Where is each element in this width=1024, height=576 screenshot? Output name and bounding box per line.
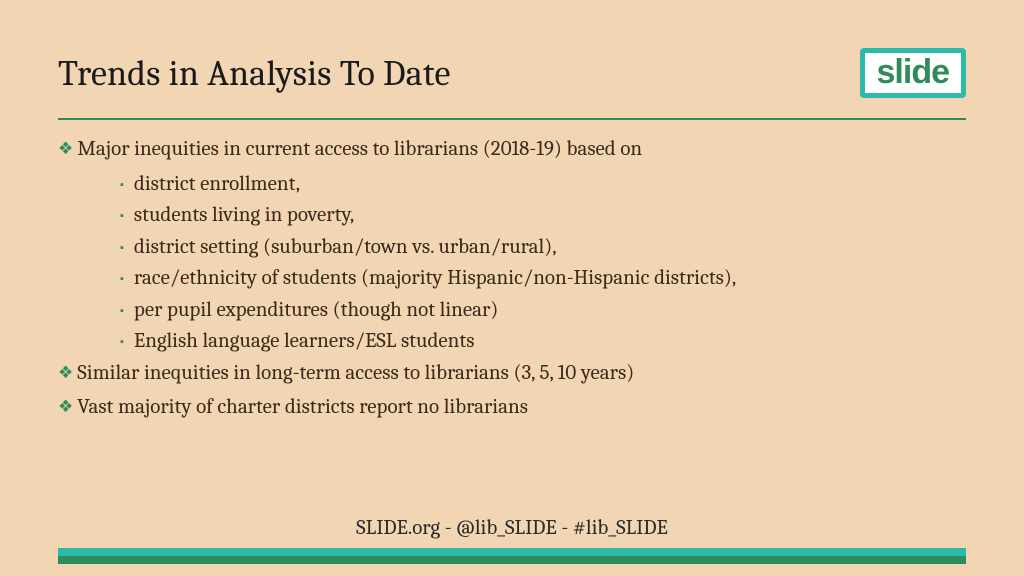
bullet-text: race/ethnicity of students (majority His… — [134, 263, 736, 295]
diamond-bullet-icon: ❖ — [58, 134, 73, 165]
bullet-text: students living in poverty, — [134, 200, 354, 232]
title-underline — [58, 118, 966, 120]
bullet-text: Vast majority of charter districts repor… — [77, 392, 528, 424]
square-bullet-icon: ▪ — [120, 295, 124, 326]
bullet-level1: ❖ Similar inequities in long-term access… — [58, 358, 966, 390]
footer-bar-teal — [58, 548, 966, 556]
diamond-bullet-icon: ❖ — [58, 358, 73, 389]
bullet-level1: ❖ Major inequities in current access to … — [58, 134, 966, 166]
bullet-level2: ▪ students living in poverty, — [58, 200, 966, 232]
footer-bars — [58, 548, 966, 564]
bullet-level2: ▪ district setting (suburban/town vs. ur… — [58, 232, 966, 264]
bullet-text: district enrollment, — [134, 169, 300, 201]
bullet-text: Similar inequities in long-term access t… — [77, 358, 634, 390]
bullet-level2: ▪ district enrollment, — [58, 169, 966, 201]
square-bullet-icon: ▪ — [120, 169, 124, 200]
bullet-text: district setting (suburban/town vs. urba… — [134, 232, 557, 264]
diamond-bullet-icon: ❖ — [58, 392, 73, 423]
bullet-level1: ❖ Vast majority of charter districts rep… — [58, 392, 966, 424]
square-bullet-icon: ▪ — [120, 232, 124, 263]
slide-container: Trends in Analysis To Date slide ❖ Major… — [0, 0, 1024, 576]
footer-text: SLIDE.org - @lib_SLIDE - #lib_SLIDE — [0, 516, 1024, 540]
bullet-level2: ▪ English language learners/ESL students — [58, 326, 966, 358]
bullet-level2: ▪ per pupil expenditures (though not lin… — [58, 295, 966, 327]
bullet-level2: ▪ race/ethnicity of students (majority H… — [58, 263, 966, 295]
square-bullet-icon: ▪ — [120, 200, 124, 231]
content-body: ❖ Major inequities in current access to … — [58, 134, 966, 424]
slide-title: Trends in Analysis To Date — [58, 48, 451, 94]
header: Trends in Analysis To Date slide — [58, 48, 966, 98]
footer-bar-green — [58, 556, 966, 564]
bullet-text: English language learners/ESL students — [134, 326, 475, 358]
slide-logo: slide — [860, 48, 966, 98]
bullet-text: per pupil expenditures (though not linea… — [134, 295, 498, 327]
square-bullet-icon: ▪ — [120, 326, 124, 357]
square-bullet-icon: ▪ — [120, 263, 124, 294]
bullet-text: Major inequities in current access to li… — [77, 134, 642, 166]
